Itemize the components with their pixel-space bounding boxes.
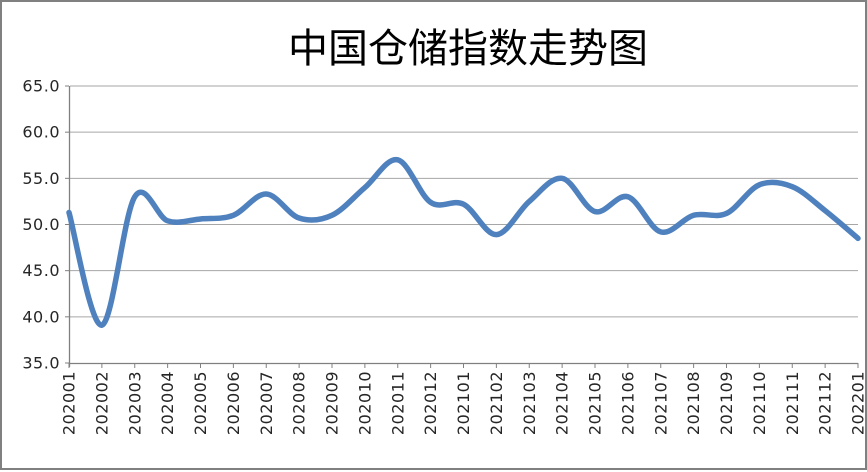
y-axis-label: 35.0 [22, 354, 60, 373]
chart-title: 中国仓储指数走势图 [288, 26, 648, 71]
y-axis-label: 45.0 [22, 261, 60, 280]
x-axis-label: 202111 [783, 371, 802, 435]
axes [65, 86, 858, 368]
y-axis-label: 40.0 [22, 307, 60, 326]
x-axis-label: 202107 [651, 371, 670, 435]
x-axis-label: 202001 [60, 371, 79, 435]
x-axis-label: 202005 [191, 371, 210, 435]
x-axis-label: 202101 [454, 371, 473, 435]
x-axis-label: 202112 [816, 371, 835, 435]
x-axis-label: 202003 [125, 371, 144, 435]
x-axis-label: 202105 [586, 371, 605, 435]
x-axis-label: 202010 [355, 371, 374, 435]
x-axis-label: 202007 [257, 371, 276, 435]
x-axis-label: 202102 [487, 371, 506, 435]
x-axis-label: 202110 [750, 371, 769, 435]
y-axis-label: 55.0 [22, 169, 60, 188]
x-axis-label: 202108 [684, 371, 703, 435]
x-axis-label: 202109 [717, 371, 736, 435]
x-axis-label: 202012 [421, 371, 440, 435]
x-axis-label: 202011 [388, 371, 407, 435]
x-axis-label: 202006 [224, 371, 243, 435]
y-axis-label: 65.0 [22, 77, 60, 96]
x-axis-label: 202103 [520, 371, 539, 435]
x-axis-label: 202002 [92, 371, 111, 435]
x-axis-label: 202106 [618, 371, 637, 435]
x-axis-label: 202104 [553, 371, 572, 435]
x-axis-label: 202004 [158, 371, 177, 435]
x-axis-label: 202009 [323, 371, 342, 435]
x-axis-label: 202008 [290, 371, 309, 435]
y-axis-label: 50.0 [22, 215, 60, 234]
y-axis-label: 60.0 [22, 123, 60, 142]
x-axis-label: 202201 [849, 371, 867, 435]
index-trend-line [69, 160, 858, 326]
